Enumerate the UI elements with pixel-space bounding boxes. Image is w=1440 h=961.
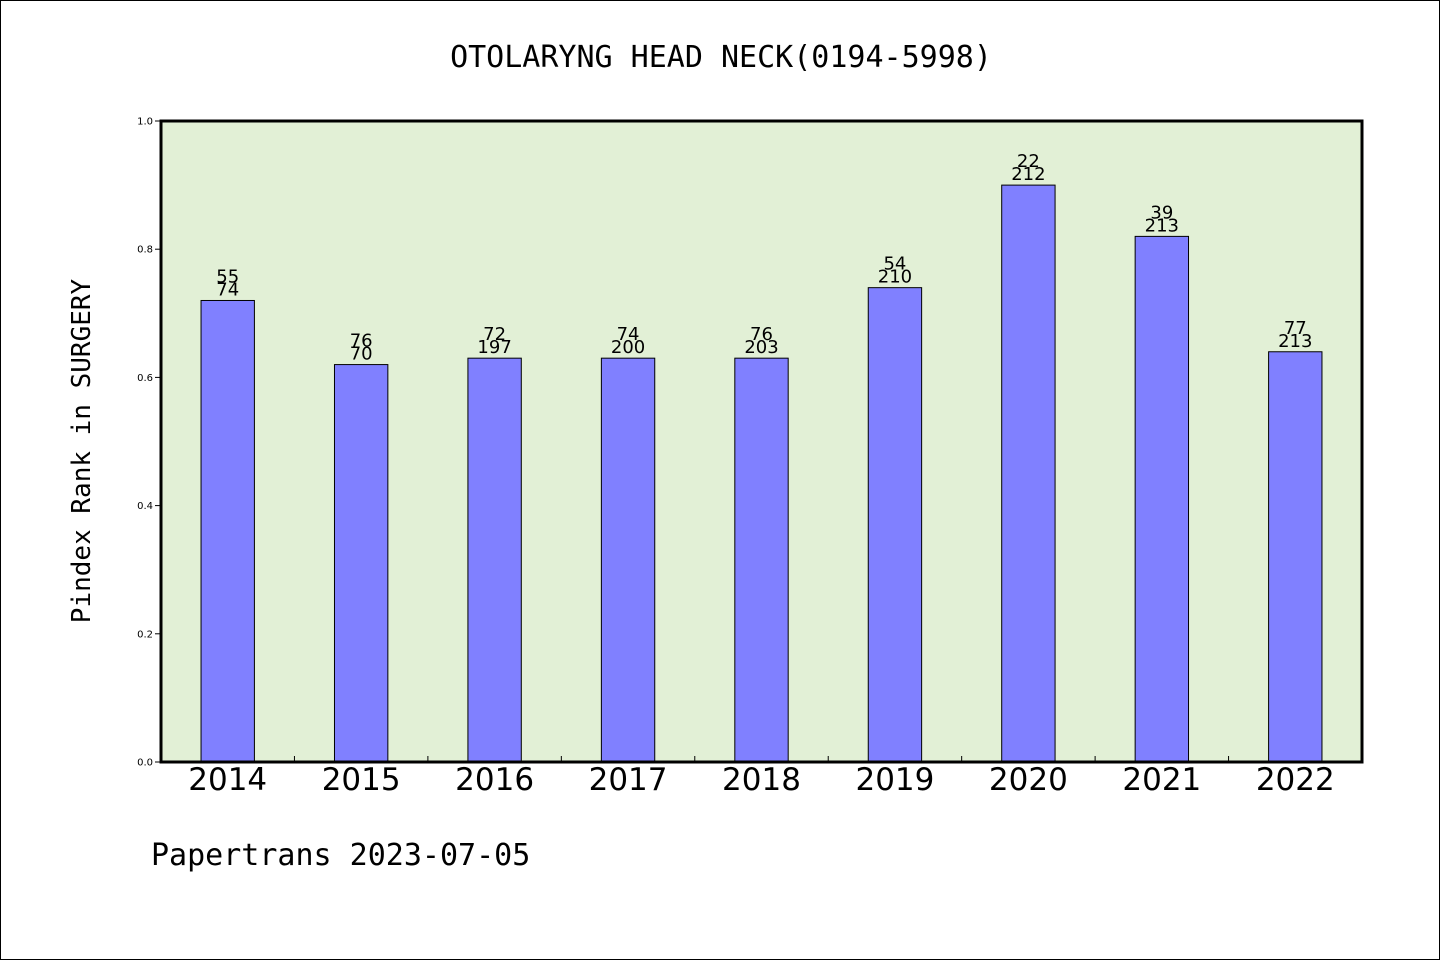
bar-rank-label: 77 [1284, 318, 1307, 339]
bar-rank-label: 76 [750, 324, 773, 345]
x-tick-label: 2020 [989, 762, 1068, 798]
bar-2019 [867, 287, 923, 763]
x-tick-label: 2022 [1256, 762, 1335, 798]
bar-2015 [333, 364, 389, 763]
bar-total-label: 203 [744, 337, 778, 358]
bar-2017 [600, 357, 656, 763]
bar-rank-label: 39 [1150, 202, 1173, 223]
bar-total-label: 70 [350, 344, 373, 365]
x-axis-ticks: 2014 2015 2016 2017 2018 2019 2020 2021 2022 [188, 756, 1335, 798]
bar-2020 [1001, 184, 1056, 763]
y-tick-label: 1.0 [137, 117, 153, 128]
y-axis-ticks: 0.0 0.2 0.4 0.6 0.8 1.0 [137, 117, 161, 769]
x-tick-label: 2017 [589, 762, 668, 798]
bar-total-label: 212 [1011, 164, 1045, 185]
y-tick-label: 0.2 [137, 629, 153, 640]
bar-rank-label: 76 [350, 331, 373, 352]
bar-total-label: 74 [216, 279, 239, 300]
bar-2021 [1134, 235, 1190, 763]
bar-total-label: 210 [878, 267, 912, 288]
footer-text: Papertrans 2023-07-05 [151, 838, 530, 873]
x-tick-label: 2015 [322, 762, 401, 798]
y-tick-label: 0.6 [137, 373, 153, 384]
bar-total-label: 197 [477, 337, 511, 358]
y-tick-label: 0.8 [137, 245, 153, 256]
x-tick-label: 2018 [722, 762, 801, 798]
y-axis-label: Pindex Rank in SURGERY [67, 278, 97, 623]
x-tick-label: 2014 [188, 762, 267, 798]
bar-2022 [1268, 351, 1323, 763]
bar-2014 [200, 299, 255, 763]
y-tick-label: 0.0 [137, 758, 153, 769]
plot-border [159, 119, 1364, 764]
bar-rank-label: 54 [883, 254, 906, 275]
bar-rank-label: 55 [216, 266, 239, 287]
bar-total-label: 213 [1278, 331, 1312, 352]
bar-rank-label: 72 [483, 324, 506, 345]
bar-total-label: 200 [611, 337, 645, 358]
x-tick-label: 2016 [455, 762, 534, 798]
bar-2018 [734, 357, 789, 763]
x-tick-label: 2019 [855, 762, 934, 798]
x-tick-label: 2021 [1122, 762, 1201, 798]
bar-rank-label: 74 [617, 324, 640, 345]
y-tick-label: 0.4 [137, 501, 153, 512]
bar-rank-label: 22 [1017, 151, 1040, 172]
bar-2016 [467, 357, 522, 763]
bar-labels: 5574767072197742007620354210222123921377… [216, 151, 1312, 364]
bars [200, 184, 1323, 763]
chart-title: OTOLARYNG HEAD NECK(0194-5998) [450, 40, 992, 75]
bar-total-label: 213 [1145, 215, 1179, 236]
